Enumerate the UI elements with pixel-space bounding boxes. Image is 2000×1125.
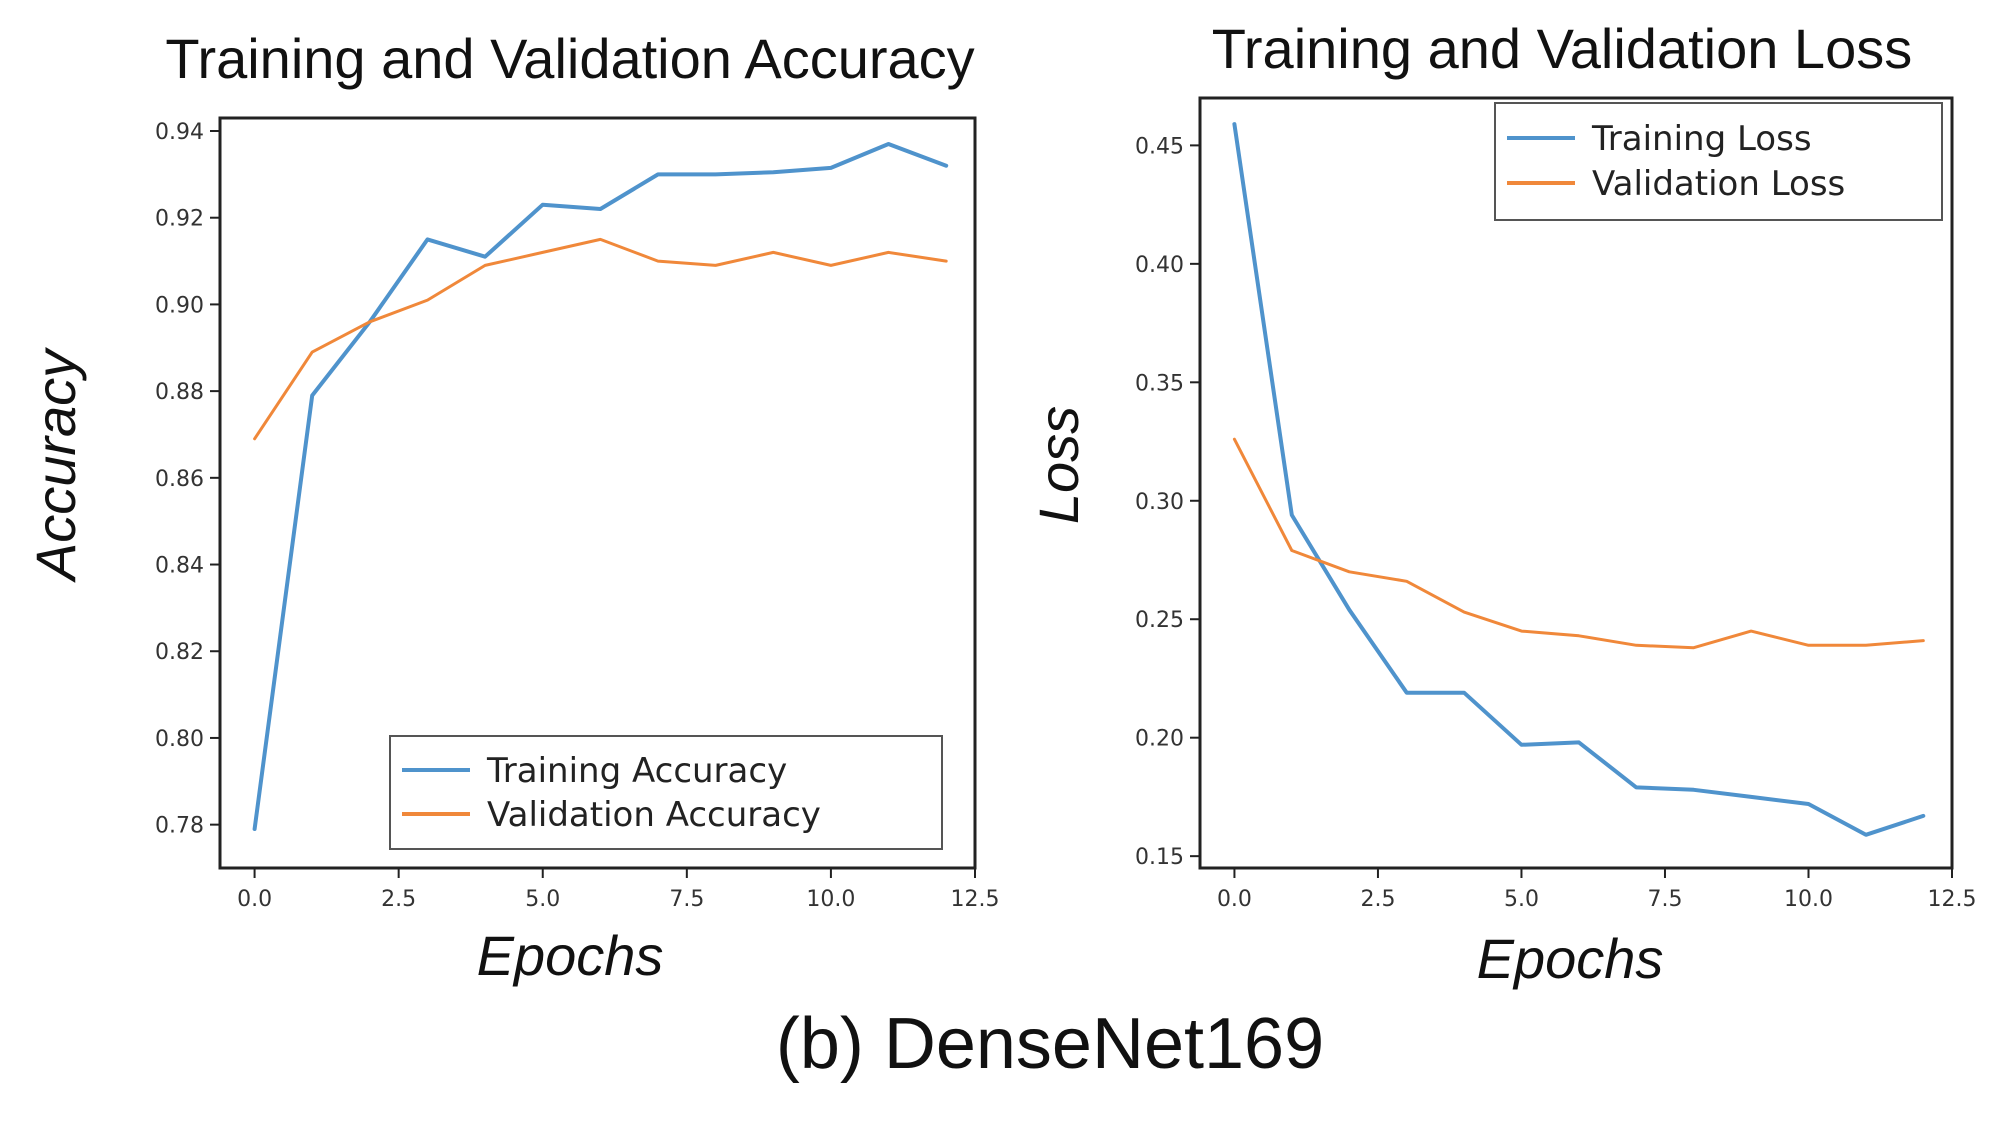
accuracy-y-tick-label: 0.92 bbox=[155, 207, 204, 232]
accuracy-x-ticks: 0.0 2.5 5.0 7.5 10.0 12.5 bbox=[237, 868, 999, 912]
accuracy-legend-box bbox=[389, 735, 943, 850]
accuracy-x-tick-label: 10.0 bbox=[806, 887, 855, 912]
loss-y-tick-label: 0.35 bbox=[1135, 371, 1184, 396]
accuracy-x-axis-label: Epochs bbox=[477, 924, 664, 987]
loss-y-tick-label: 0.25 bbox=[1135, 608, 1184, 633]
accuracy-legend-label-training: Training Accuracy bbox=[486, 751, 787, 791]
accuracy-y-tick-label: 0.82 bbox=[155, 640, 204, 665]
loss-chart-title: Training and Validation Loss bbox=[1212, 17, 1912, 80]
loss-x-tick-label: 0.0 bbox=[1217, 887, 1252, 912]
accuracy-x-tick-label: 5.0 bbox=[525, 887, 560, 912]
accuracy-legend-label-validation: Validation Accuracy bbox=[487, 795, 821, 835]
accuracy-x-tick-label: 7.5 bbox=[669, 887, 704, 912]
loss-y-axis-label: Loss bbox=[1027, 406, 1090, 524]
accuracy-plot-frame bbox=[218, 116, 977, 870]
figure-caption: (b) DenseNet169 bbox=[776, 1004, 1324, 1084]
accuracy-y-axis-label: Accuracy bbox=[24, 347, 87, 583]
loss-legend-label-training: Training Loss bbox=[1591, 119, 1812, 159]
loss-x-tick-label: 5.0 bbox=[1504, 887, 1539, 912]
loss-x-tick-label: 12.5 bbox=[1928, 887, 1977, 912]
loss-legend-label-validation: Validation Loss bbox=[1592, 164, 1845, 204]
loss-chart: Training and Validation Loss 0.15 0.20 0.2… bbox=[1027, 17, 1976, 990]
loss-y-ticks: 0.15 0.20 0.25 0.30 0.35 0.40 0.45 bbox=[1135, 134, 1200, 870]
accuracy-y-tick-label: 0.88 bbox=[155, 380, 204, 405]
loss-x-axis-label: Epochs bbox=[1477, 927, 1664, 990]
loss-x-tick-label: 2.5 bbox=[1360, 887, 1395, 912]
accuracy-validation-line bbox=[253, 237, 948, 441]
accuracy-y-tick-label: 0.80 bbox=[155, 727, 204, 752]
accuracy-y-ticks: 0.78 0.80 0.82 0.84 0.86 0.88 0.90 0.92 0.94 bbox=[155, 120, 220, 839]
accuracy-chart-title: Training and Validation Accuracy bbox=[165, 27, 974, 90]
accuracy-legend: Training Accuracy Validation Accuracy bbox=[389, 735, 943, 850]
loss-legend-box bbox=[1494, 102, 1943, 221]
accuracy-y-tick-label: 0.86 bbox=[155, 467, 204, 492]
accuracy-y-tick-label: 0.84 bbox=[155, 554, 204, 579]
loss-y-tick-label: 0.40 bbox=[1135, 253, 1184, 278]
loss-legend: Training Loss Validation Loss bbox=[1494, 102, 1943, 221]
accuracy-training-line bbox=[252, 142, 949, 831]
loss-y-tick-label: 0.20 bbox=[1135, 727, 1184, 752]
accuracy-chart: Training and Validation Accuracy 0.78 0.8… bbox=[24, 27, 999, 987]
accuracy-y-tick-label: 0.90 bbox=[155, 293, 204, 318]
loss-training-line bbox=[1232, 122, 1926, 837]
loss-plot-frame bbox=[1198, 96, 1954, 870]
loss-y-tick-label: 0.30 bbox=[1135, 490, 1184, 515]
loss-lines bbox=[1232, 122, 1926, 837]
accuracy-lines bbox=[252, 142, 949, 831]
loss-validation-line bbox=[1232, 437, 1925, 650]
accuracy-y-tick-label: 0.78 bbox=[155, 814, 204, 839]
accuracy-x-tick-label: 0.0 bbox=[237, 887, 272, 912]
loss-y-tick-label: 0.45 bbox=[1135, 134, 1184, 159]
accuracy-x-tick-label: 2.5 bbox=[381, 887, 416, 912]
loss-y-tick-label: 0.15 bbox=[1135, 845, 1184, 870]
loss-x-ticks: 0.0 2.5 5.0 7.5 10.0 12.5 bbox=[1217, 868, 1977, 912]
accuracy-y-tick-label: 0.94 bbox=[155, 120, 204, 145]
loss-x-tick-label: 10.0 bbox=[1784, 887, 1833, 912]
loss-x-tick-label: 7.5 bbox=[1647, 887, 1682, 912]
accuracy-x-tick-label: 12.5 bbox=[951, 887, 1000, 912]
